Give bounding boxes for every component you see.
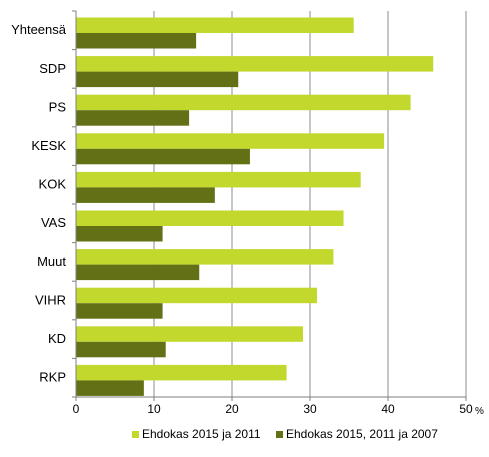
bar-1-muut [76, 249, 334, 265]
x-tick-label-40: 40 [381, 402, 395, 416]
bar-1-yhteens- [76, 17, 354, 33]
legend: Ehdokas 2015 ja 2011 Ehdokas 2015, 2011 j… [132, 427, 438, 441]
category-label-sdp: SDP [39, 61, 66, 76]
bar-2-sdp [76, 71, 239, 88]
axes [72, 10, 467, 401]
bar-2-yhteens- [76, 33, 197, 49]
bar-2-kesk [76, 148, 250, 165]
bar-1-ps [76, 94, 411, 111]
category-label-kok: KOK [39, 177, 67, 192]
x-tick-label-0: 0 [73, 402, 80, 416]
legend-swatch-1 [132, 431, 139, 438]
bar-1-rkp [76, 364, 287, 381]
category-label-kesk: KESK [31, 138, 66, 153]
category-label-yhteens-: Yhteensä [11, 22, 67, 37]
bar-1-vas [76, 210, 344, 226]
category-label-rkp: RKP [39, 370, 66, 385]
x-unit-label: % [475, 406, 484, 417]
bar-1-sdp [76, 56, 434, 72]
x-tick-label-20: 20 [225, 402, 239, 416]
category-label-vas: VAS [41, 215, 66, 230]
bar-1-kok [76, 171, 361, 188]
legend-swatch-2 [276, 431, 283, 438]
bar-2-kok [76, 187, 215, 203]
category-label-vihr: VIHR [35, 292, 66, 307]
category-label-ps: PS [49, 99, 67, 114]
bar-2-rkp [76, 380, 144, 396]
category-label-muut: Muut [37, 254, 66, 269]
bar-2-muut [76, 264, 200, 281]
bar-1-vihr [76, 287, 318, 304]
category-labels: Yhteensä SDP PS KESK KOK VAS Muut VIHR KD RKP [11, 22, 67, 384]
legend-label-2: Ehdokas 2015, 2011 ja 2007 [286, 427, 438, 441]
legend-label-1: Ehdokas 2015 ja 2011 [142, 427, 261, 441]
x-tick-label-30: 30 [303, 402, 317, 416]
bar-1-kd [76, 326, 303, 342]
category-label-kd: KD [48, 331, 66, 346]
x-tick-label-10: 10 [147, 402, 161, 416]
bar-2-vas [76, 226, 163, 242]
bar-2-ps [76, 110, 190, 126]
x-tick-label-50: 50 [459, 402, 473, 416]
bar-1-kesk [76, 133, 385, 149]
x-tick-labels: 0 10 20 30 40 50% [73, 402, 484, 417]
bar-2-kd [76, 341, 166, 358]
bar-2-vihr [76, 303, 163, 319]
bars [76, 17, 434, 396]
